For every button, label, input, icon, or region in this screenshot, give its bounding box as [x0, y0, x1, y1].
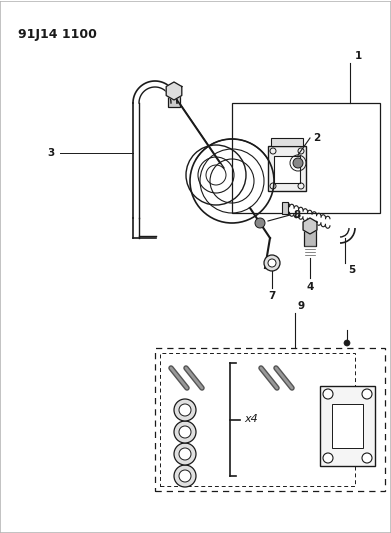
Polygon shape: [166, 82, 182, 100]
Bar: [168, 87, 180, 107]
Text: 3: 3: [48, 148, 55, 158]
Bar: [155, 348, 385, 491]
Circle shape: [179, 426, 191, 438]
Polygon shape: [303, 218, 317, 234]
Bar: [160, 353, 355, 486]
Circle shape: [174, 399, 196, 421]
Text: 5: 5: [348, 265, 355, 275]
Text: 4: 4: [306, 282, 314, 292]
Circle shape: [293, 158, 303, 168]
Circle shape: [264, 255, 280, 271]
Bar: [268, 146, 306, 191]
Text: 91J14 1100: 91J14 1100: [18, 28, 97, 41]
Bar: [274, 156, 300, 183]
Circle shape: [174, 443, 196, 465]
Text: 9: 9: [298, 301, 305, 311]
Bar: [282, 202, 288, 214]
Circle shape: [323, 453, 333, 463]
Circle shape: [174, 421, 196, 443]
Circle shape: [362, 389, 372, 399]
Text: 8: 8: [293, 210, 300, 220]
Circle shape: [268, 259, 276, 267]
Circle shape: [323, 389, 333, 399]
Circle shape: [255, 218, 265, 228]
Bar: [332, 404, 363, 448]
Text: 7: 7: [268, 291, 276, 301]
Circle shape: [362, 453, 372, 463]
Text: 2: 2: [313, 133, 320, 143]
Circle shape: [179, 404, 191, 416]
Bar: [320, 386, 375, 466]
Bar: [304, 228, 316, 246]
Circle shape: [174, 465, 196, 487]
Circle shape: [179, 448, 191, 460]
Text: x4: x4: [244, 415, 258, 424]
Text: 1: 1: [355, 51, 362, 61]
Bar: [271, 138, 303, 146]
Bar: [232, 103, 380, 213]
Circle shape: [344, 340, 350, 346]
Circle shape: [179, 470, 191, 482]
